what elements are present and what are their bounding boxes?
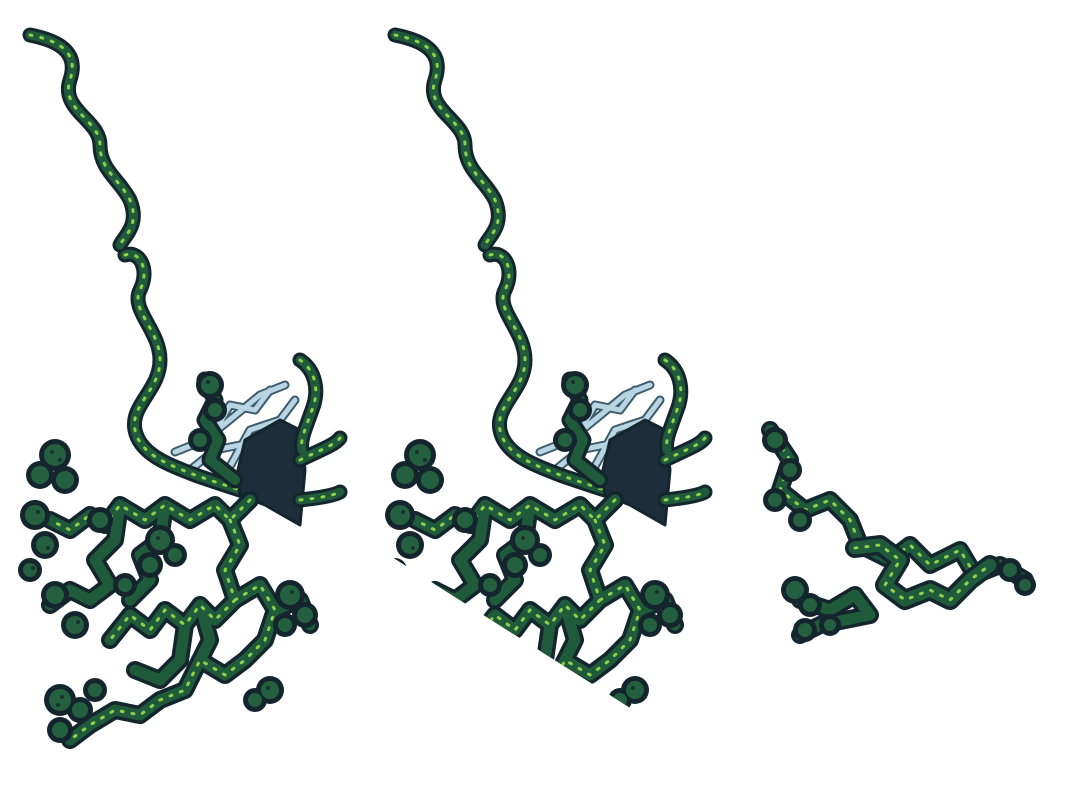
fragment-spines — [762, 427, 1036, 642]
fragment-cut-top — [760, 400, 1060, 560]
panel-full-neuron — [18, 35, 340, 743]
panel-clipped-neuron — [383, 35, 705, 743]
panel-dendrite-fragment — [760, 400, 1060, 644]
